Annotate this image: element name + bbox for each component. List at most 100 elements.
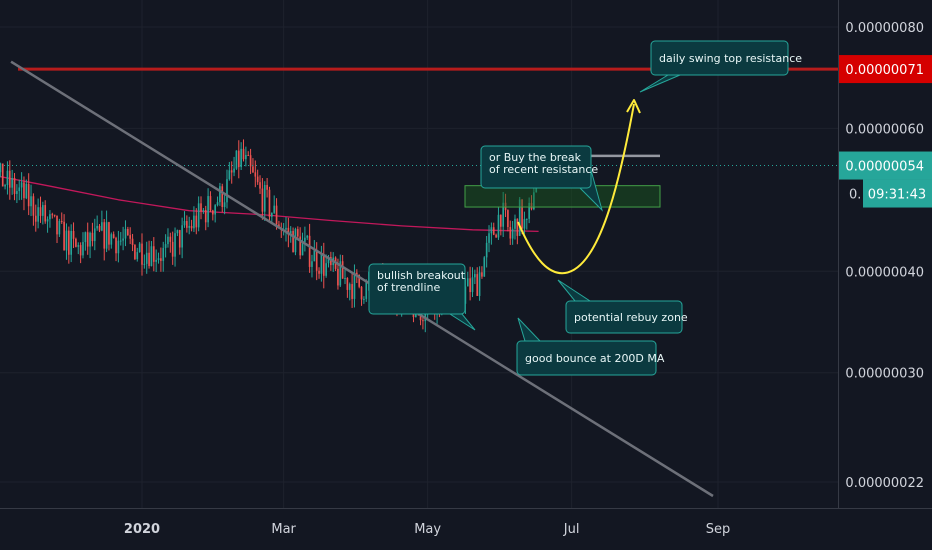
note-text-line: bullish breakout: [377, 269, 466, 282]
ma-200d-line: [0, 175, 539, 233]
candle-body: [228, 170, 231, 180]
note-rebuy-zone[interactable]: potential rebuy zone: [557, 279, 688, 334]
candle-body: [521, 199, 523, 229]
candle-body: [16, 191, 18, 194]
annotation-notes[interactable]: daily swing top resistance or Buy the bre…: [368, 40, 802, 376]
candle: [150, 241, 153, 267]
candle-body: [160, 258, 162, 261]
candle-body: [233, 168, 235, 173]
candle: [124, 220, 127, 247]
candle: [197, 196, 200, 232]
candle-body: [193, 215, 195, 229]
candle-body: [337, 268, 339, 286]
candle-body: [249, 155, 252, 167]
candle-body: [325, 263, 327, 276]
note-text-line: daily swing top resistance: [659, 52, 802, 65]
candle: [82, 232, 84, 259]
candle-body: [294, 229, 297, 253]
candle: [242, 139, 245, 162]
candle-body: [216, 202, 219, 206]
candle: [254, 160, 257, 188]
candle-body: [530, 202, 533, 210]
candle-body: [39, 207, 42, 216]
candle-body: [108, 222, 110, 245]
candle-body: [485, 242, 488, 258]
candle: [174, 227, 176, 267]
candle-body: [509, 226, 512, 239]
candle-body: [152, 246, 155, 262]
candle-body: [304, 237, 306, 242]
candle: [60, 212, 63, 224]
candle: [70, 224, 73, 263]
candle-body: [44, 205, 47, 222]
candle: [91, 222, 94, 247]
candle: [186, 215, 188, 233]
candle: [226, 169, 228, 209]
candle: [245, 146, 247, 167]
candle-body: [56, 215, 58, 235]
candle-body: [138, 243, 141, 253]
price-tag-label: 0.00000054: [845, 160, 924, 175]
candle-body: [89, 232, 91, 247]
note-box: [650, 40, 789, 76]
price-tag: 0.00000054: [839, 151, 932, 180]
candle-body: [514, 218, 516, 229]
candle-body: [148, 252, 150, 267]
candle: [228, 161, 231, 181]
candle: [131, 233, 134, 252]
candle: [256, 169, 259, 185]
candle: [318, 267, 320, 279]
candle-body: [528, 202, 530, 219]
candle-body: [226, 179, 228, 203]
candle-body: [27, 183, 30, 207]
candle-body: [122, 238, 124, 241]
candle: [518, 197, 521, 236]
candle: [162, 241, 165, 272]
note-box: [368, 263, 466, 315]
note-daily-swing-top[interactable]: daily swing top resistance: [639, 40, 802, 93]
candle: [143, 254, 146, 269]
candle: [98, 224, 101, 233]
candle-body: [499, 214, 502, 227]
candle: [1, 163, 4, 187]
candle-body: [157, 258, 160, 260]
candle-body: [101, 222, 103, 231]
countdown-bg: [863, 179, 932, 208]
candle: [502, 191, 505, 237]
time-axis[interactable]: 2020 Mar May Jul Sep: [124, 522, 730, 537]
candle: [511, 220, 514, 245]
candle-body: [261, 188, 264, 212]
candle-body: [502, 202, 505, 227]
candle: [117, 230, 120, 263]
note-box: [480, 145, 592, 189]
candle: [469, 266, 471, 301]
candle-body: [30, 196, 32, 207]
price-axis-label: 0.00000040: [845, 265, 924, 280]
candle-body: [330, 256, 332, 266]
price-axis[interactable]: 0.00000080 0.00000060 0.00000040 0.00000030…: [845, 21, 924, 491]
candle: [259, 175, 261, 195]
candle: [58, 218, 61, 237]
candle: [152, 237, 155, 272]
candle-body: [162, 247, 165, 261]
note-200d-bounce[interactable]: good bounce at 200D MA: [516, 317, 665, 376]
candle-body: [98, 225, 101, 231]
candle: [533, 184, 535, 211]
candle-body: [474, 274, 476, 278]
candle: [169, 232, 172, 253]
candle: [230, 161, 233, 184]
candle-body: [129, 235, 132, 239]
candle: [481, 266, 483, 279]
candle-body: [155, 259, 157, 262]
candle: [155, 249, 157, 273]
candle-body: [237, 150, 240, 168]
candle-body: [25, 183, 28, 199]
candle-body: [254, 172, 257, 177]
time-axis-label: Mar: [271, 522, 296, 537]
candle-body: [245, 154, 247, 160]
candle-body: [235, 150, 238, 169]
candle: [11, 169, 13, 195]
